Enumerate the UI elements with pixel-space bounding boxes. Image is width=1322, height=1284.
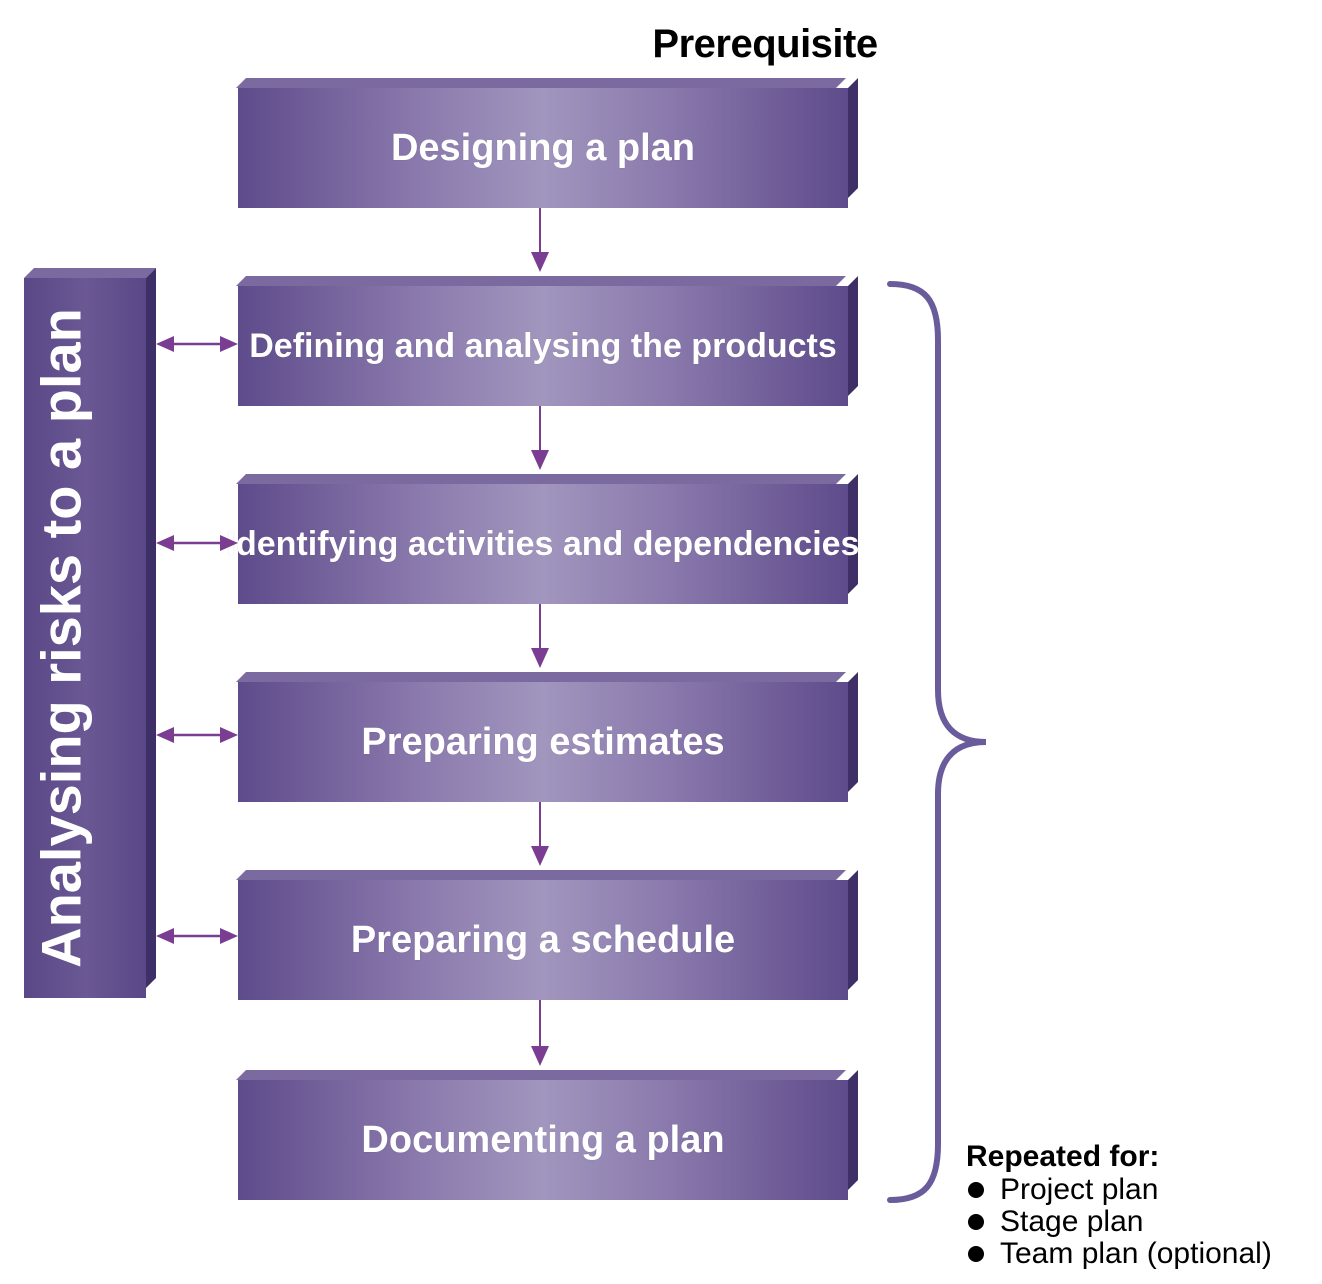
repeated-heading: Repeated for:	[966, 1140, 1160, 1173]
step-label: Documenting a plan	[361, 1118, 725, 1161]
step-label: Identifying activities and dependencies	[226, 524, 860, 563]
block-top-edge	[236, 870, 846, 880]
flow-arrows	[531, 208, 549, 1066]
block-top-edge	[236, 672, 846, 682]
double-arrow-4	[156, 928, 238, 944]
down-arrow-4	[531, 802, 549, 866]
repeated-for-box: Repeated for: Project plan Stage plan Te…	[966, 1140, 1272, 1270]
block-top-edge	[236, 1070, 846, 1080]
block-side-edge	[848, 474, 858, 594]
block-side-edge	[848, 276, 858, 396]
block-side-edge	[848, 870, 858, 990]
list-item: Stage plan	[966, 1206, 1272, 1238]
down-arrow-2	[531, 406, 549, 470]
risk-links	[156, 336, 238, 944]
bullet-icon	[968, 1246, 984, 1262]
block-side-edge	[848, 672, 858, 792]
step-preparing-estimates: Preparing estimates	[238, 682, 848, 802]
step-documenting-plan: Documenting a plan	[238, 1080, 848, 1200]
analysing-risks-block	[24, 278, 146, 998]
block-side-edge	[848, 1070, 858, 1190]
bullet-icon	[968, 1214, 984, 1230]
block-side-edge	[146, 268, 156, 988]
double-arrow-1	[156, 336, 238, 352]
repeat-brace	[887, 281, 987, 1203]
step-label: Designing a plan	[390, 126, 696, 169]
double-arrow-3	[156, 727, 238, 743]
block-top-edge	[236, 474, 846, 484]
step-identifying-activities: Identifying activities and dependencies	[227, 484, 859, 604]
prerequisite-heading: Prerequisite	[652, 22, 878, 66]
block-side-edge	[848, 78, 858, 198]
list-item-label: Stage plan	[1000, 1205, 1144, 1238]
down-arrow-3	[531, 604, 549, 668]
list-item-label: Team plan (optional)	[1000, 1237, 1272, 1270]
bullet-icon	[968, 1182, 984, 1198]
down-arrow-1	[531, 208, 549, 272]
repeated-list: Project plan Stage plan Team plan (optio…	[966, 1174, 1272, 1270]
list-item: Team plan (optional)	[966, 1238, 1272, 1270]
list-item-label: Project plan	[1000, 1173, 1159, 1206]
list-item: Project plan	[966, 1174, 1272, 1206]
block-top-edge	[236, 276, 846, 286]
step-defining-products: Defining and analysing the products	[238, 286, 848, 406]
block-top-edge	[24, 268, 156, 278]
step-label: Defining and analysing the products	[249, 326, 837, 365]
double-arrow-2	[156, 535, 238, 551]
step-label: Preparing estimates	[361, 720, 725, 763]
down-arrow-5	[531, 1000, 549, 1066]
step-label: Preparing a schedule	[350, 918, 736, 961]
step-preparing-schedule: Preparing a schedule	[238, 880, 848, 1000]
block-top-edge	[236, 78, 846, 88]
step-designing-a-plan: Designing a plan	[238, 88, 848, 208]
